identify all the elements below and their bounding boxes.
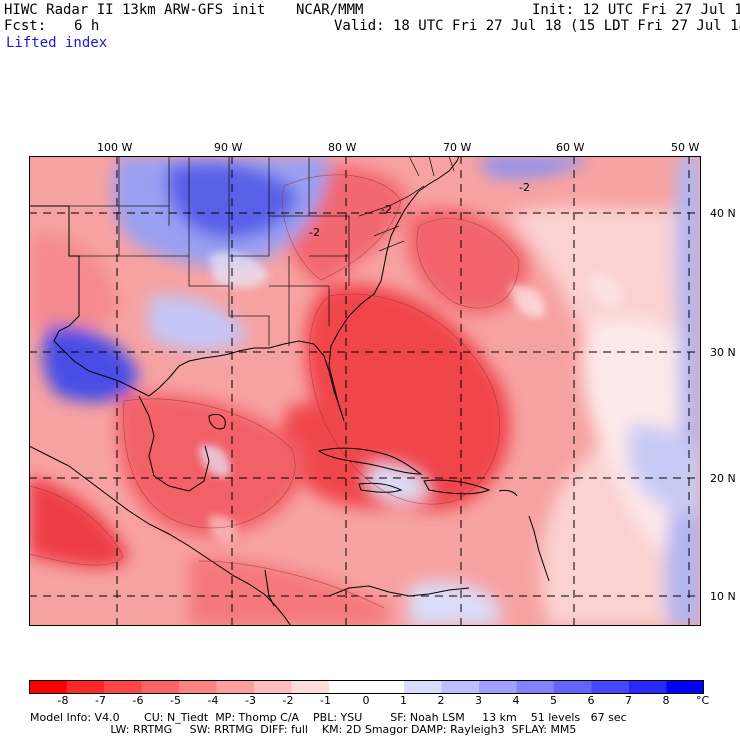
lon-label: 80 W: [328, 141, 357, 154]
colorbar-tick-label: 2: [437, 694, 445, 707]
colorbar-swatch: [666, 680, 704, 694]
model-info-line2: LW: RRTMG SW: RRTMG DIFF: full KM: 2D Sm…: [30, 723, 577, 736]
colorbar-tick-label: 0: [362, 694, 370, 707]
colorbar-swatch: [179, 680, 217, 694]
colorbar-tick-label: -8: [57, 694, 69, 707]
colorbar-tick-label: 6: [587, 694, 595, 707]
colorbar-tick-label: -5: [170, 694, 181, 707]
valid-time: Valid: 18 UTC Fri 27 Jul 18 (15 LDT Fri …: [334, 18, 740, 34]
lon-label: 50 W: [671, 141, 700, 154]
colorbar-swatch: [216, 680, 255, 694]
contour-lines: [29, 174, 520, 609]
colorbar-swatch: [629, 680, 667, 694]
colorbar-tick-label: 3: [475, 694, 482, 707]
contour-label: -2: [519, 181, 530, 194]
model-info-line1: Model Info: V4.0 CU: N_Tiedt MP: Thomp C…: [30, 711, 627, 724]
colorbar-frame: [29, 680, 704, 694]
weak-positive-region: [629, 425, 701, 516]
colorbar-tick-label: -2: [282, 694, 294, 707]
colorbar-swatch: [291, 680, 330, 694]
colorbar-swatch: [516, 680, 555, 694]
lat-label: 30 N: [710, 346, 736, 359]
lat-label: 40 N: [710, 207, 736, 220]
positive-region: [479, 156, 589, 178]
contour-label: -2: [309, 226, 320, 239]
map-frame: [29, 156, 701, 626]
colorbar-swatch: [329, 680, 367, 694]
colorbar-swatch: [104, 680, 142, 694]
fcst-label: Fcst:: [4, 18, 47, 34]
contour-label: -2: [381, 203, 392, 216]
colorbar-tick-label: -4: [207, 694, 219, 707]
colorbar-swatch: [29, 680, 67, 694]
colorbar-swatch: [141, 680, 180, 694]
colorbar-swatch: [404, 680, 442, 694]
colorbar-tick-label: -7: [95, 694, 106, 707]
mid-negative-region: [406, 208, 529, 314]
colorbar-tick-label: 4: [512, 694, 520, 707]
colorbar-tick-label: -3: [245, 694, 256, 707]
colorbar-swatch: [366, 680, 405, 694]
lon-label: 90 W: [214, 141, 243, 154]
colorbar-tick-label: -1: [320, 694, 331, 707]
strong-positive-region: [166, 162, 299, 239]
colorbar-swatch: [479, 680, 517, 694]
field-name: Lifted index: [6, 35, 108, 51]
lat-label: 10 N: [710, 590, 736, 603]
lifted-index-map: -2 -2 -2: [29, 156, 701, 626]
lon-label: 100 W: [97, 141, 133, 154]
lat-label: 20 N: [710, 472, 736, 485]
colorbar-swatch: [66, 680, 105, 694]
state-borders: [69, 156, 455, 346]
init-time: Init: 12 UTC Fri 27 Jul 18: [532, 2, 740, 18]
colorbar-swatch: [554, 680, 592, 694]
colorbar-tick-label: -6: [132, 694, 144, 707]
colorbar-unit: °C: [696, 694, 710, 707]
strong-positive-region: [42, 325, 139, 402]
colorbar-tick-label: 5: [550, 694, 557, 707]
colorbar-tick-label: 1: [400, 694, 407, 707]
lon-label: 70 W: [443, 141, 472, 154]
colorbar-swatch: [254, 680, 292, 694]
lon-label: 60 W: [556, 141, 585, 154]
org-label: NCAR/MMM: [296, 2, 364, 18]
weak-positive-region: [149, 295, 249, 351]
colorbar-swatch: [591, 680, 630, 694]
mid-negative-region: [189, 556, 389, 626]
colorbar-tick-label: 8: [662, 694, 670, 707]
colorbar: [29, 680, 704, 694]
weak-negative-region: [29, 234, 119, 332]
map-title: HIWC Radar II 13km ARW-GFS init: [4, 2, 266, 18]
strong-negative-region: [29, 476, 129, 568]
colorbar-swatch: [441, 680, 480, 694]
fcst-value: 6 h: [74, 18, 100, 34]
colorbar-tick-label: 7: [625, 694, 632, 707]
